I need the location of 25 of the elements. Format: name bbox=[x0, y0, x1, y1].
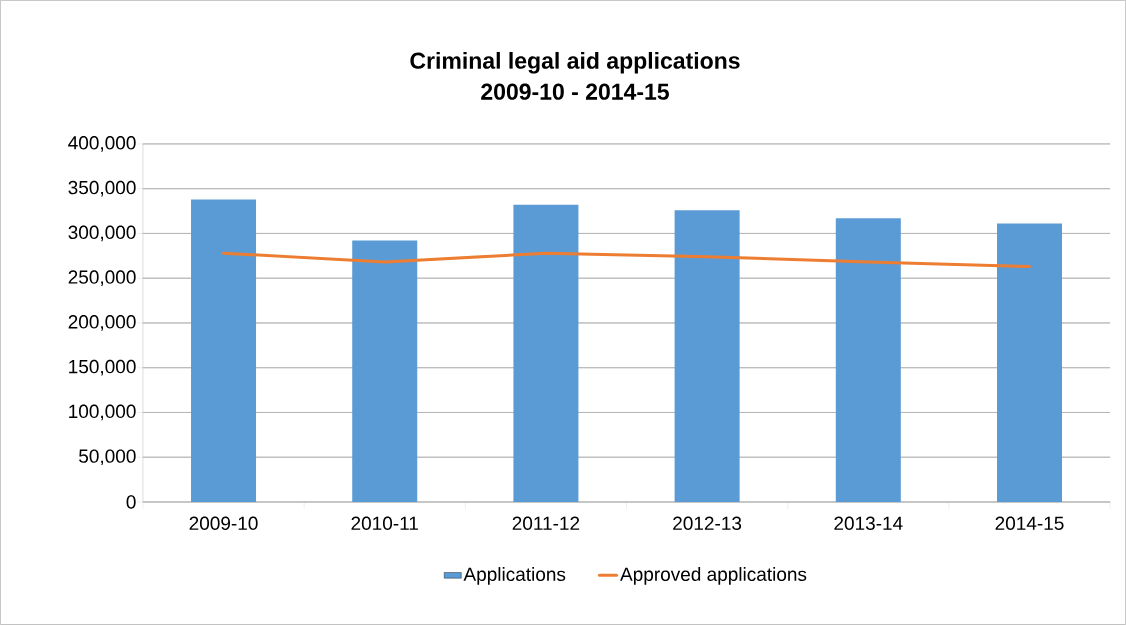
x-tick-label: 2010-11 bbox=[351, 516, 418, 531]
y-tick-label: 400,000 bbox=[68, 136, 136, 152]
x-tick-label: 2009-10 bbox=[189, 516, 258, 531]
y-tick-label: 350,000 bbox=[68, 180, 136, 197]
legend-label: Approved applications bbox=[620, 567, 807, 585]
bar bbox=[513, 204, 579, 503]
y-tick-label: 300,000 bbox=[68, 225, 136, 242]
line-series bbox=[222, 251, 1031, 269]
x-tick-label: 2013-14 bbox=[834, 516, 903, 531]
y-tick-label: 50,000 bbox=[79, 449, 136, 466]
x-tick-label: 2014-15 bbox=[995, 516, 1064, 531]
bar bbox=[835, 218, 901, 503]
bar bbox=[352, 240, 418, 503]
x-tick-label: 2011-12 bbox=[512, 516, 580, 531]
chart-title: Criminal legal aid applications 2009-10 - 2014-15 bbox=[410, 52, 740, 100]
legend-label: Applications bbox=[463, 567, 566, 585]
y-tick-label: 150,000 bbox=[69, 359, 136, 376]
y-tick-label: 0 bbox=[126, 495, 136, 509]
y-tick-label: 200,000 bbox=[68, 315, 136, 331]
bar bbox=[997, 223, 1063, 503]
x-tick-label: 2012-13 bbox=[673, 516, 742, 531]
bar bbox=[191, 199, 257, 503]
bar bbox=[674, 210, 740, 503]
y-tick-label: 100,000 bbox=[69, 404, 136, 421]
y-tick-label: 250,000 bbox=[68, 270, 136, 287]
